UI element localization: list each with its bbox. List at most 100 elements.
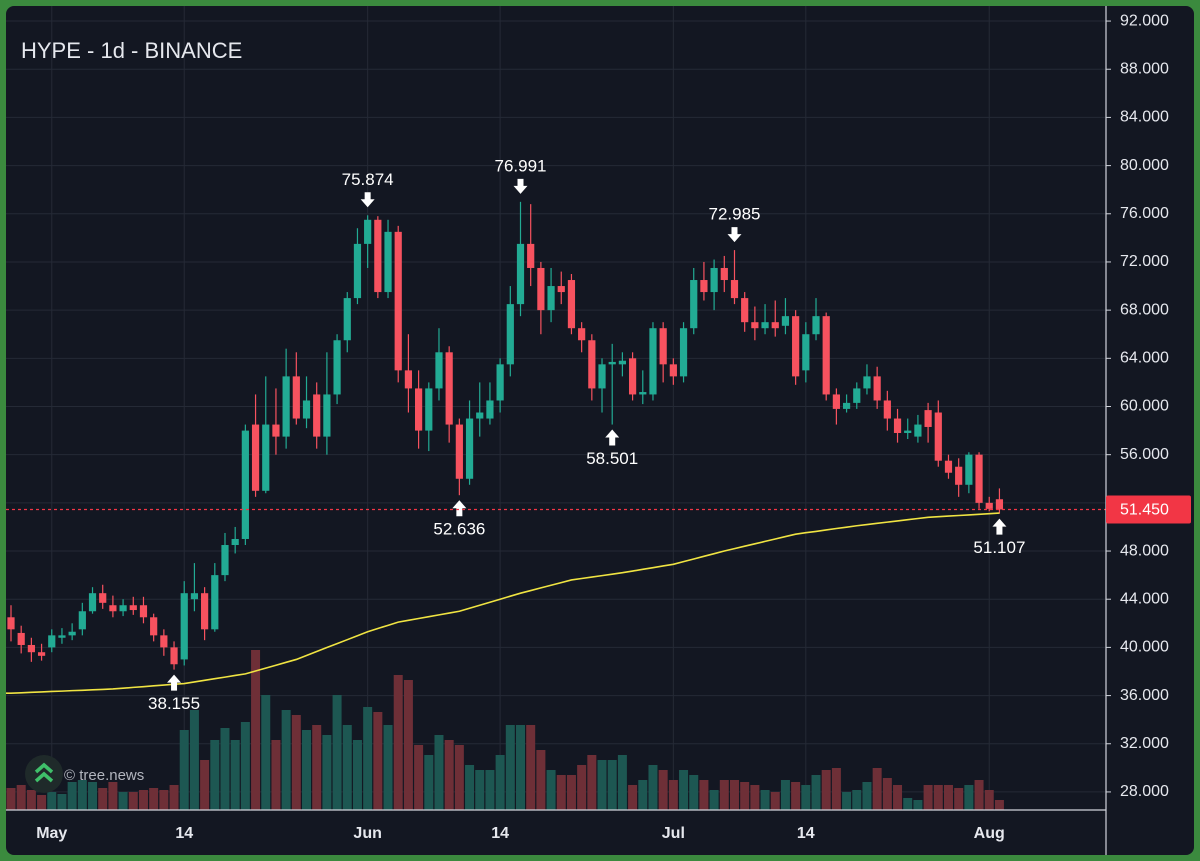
y-tick-label: 44.000 [1120,590,1169,607]
volume-bar [200,760,210,810]
candle-layer [7,201,1004,670]
candle-body [160,635,168,648]
candle-body [547,286,555,311]
y-tick-label: 64.000 [1120,350,1169,367]
volume-bar [383,725,393,810]
candle-body [323,394,331,437]
y-tick-label: 92.000 [1120,12,1169,29]
volume-bar [974,780,984,810]
volume-bar [719,780,729,810]
candle-body [343,298,351,341]
peak-arrow [727,227,742,243]
trough-arrow [605,429,620,446]
volume-bar [98,788,108,810]
volume-bar [271,740,281,810]
candle-body [618,360,626,365]
volume-bar [220,728,230,810]
peak-label: 75.874 [342,170,394,189]
x-tick-label: 14 [491,825,509,842]
volume-bar [648,765,658,810]
volume-bar [475,770,485,810]
volume-bar [47,792,57,810]
volume-bar [302,730,312,810]
volume-bar [77,780,87,810]
candle-body [88,593,97,612]
trough-label: 52.636 [433,520,485,539]
volume-bar [159,790,169,810]
candle-body [822,316,830,395]
volume-bar [332,695,342,810]
volume-bar [729,780,739,810]
candle-body [853,388,861,403]
volume-bar [179,730,189,810]
candle-body [27,644,35,653]
candle-body [302,400,311,419]
candle-body [180,593,188,660]
candle-body [914,424,922,437]
volume-bar [251,650,261,810]
candle-body [516,243,525,305]
volume-bar [556,775,566,810]
volume-bar [821,770,831,810]
candle-body [608,361,616,365]
volume-bar [750,785,760,810]
volume-bar [780,780,790,810]
candle-body [251,424,260,491]
volume-bar [363,707,373,810]
volume-bar [37,795,47,810]
candle-body [955,466,963,485]
y-tick-label: 56.000 [1120,446,1169,463]
x-tick-label: 14 [797,825,815,842]
volume-bar [434,735,444,810]
volume-bar [444,740,454,810]
candle-body [282,376,290,437]
candle-body [17,632,25,645]
volume-bar [26,790,36,810]
peak-label: 76.991 [495,156,547,175]
volume-bar [740,782,750,810]
volume-bar [210,740,220,810]
candle-body [578,328,586,341]
volume-bar [964,785,974,810]
candle-body [842,402,851,409]
candle-body [364,219,372,244]
candle-body [139,605,148,618]
candle-body [506,304,514,365]
volume-bar [903,798,913,810]
candle-body [292,376,300,419]
candle-body [150,617,158,636]
candle-body [567,280,576,329]
x-tick-label: Jul [662,825,685,842]
candle-body [965,454,973,485]
candle-body [995,499,1004,510]
volume-bar [67,782,77,810]
candle-body [588,340,596,389]
grid [6,6,1106,810]
volume-bar [88,782,98,810]
chart-title: HYPE - 1d - BINANCE [21,38,242,63]
candle-body [37,652,46,656]
candle-body [7,617,15,630]
y-tick-label: 88.000 [1120,60,1169,77]
y-tick-label: 76.000 [1120,205,1169,222]
candle-body [792,316,800,377]
candle-body [985,502,993,509]
candle-body [272,424,280,437]
volume-bar [658,770,668,810]
volume-bar [414,745,424,810]
volume-bar [617,755,627,810]
volume-bar [465,765,475,810]
candle-body [659,328,667,365]
trough-arrow [452,500,467,517]
volume-bar [709,790,719,810]
moving-average-line [6,512,1000,694]
candle-body [262,424,270,491]
volume-bar [587,755,597,810]
candle-body [975,454,983,503]
candle-body [934,412,942,461]
candle-body [863,376,871,389]
volume-bar [923,785,933,810]
volume-bar [261,695,271,810]
candle-body [48,635,56,648]
